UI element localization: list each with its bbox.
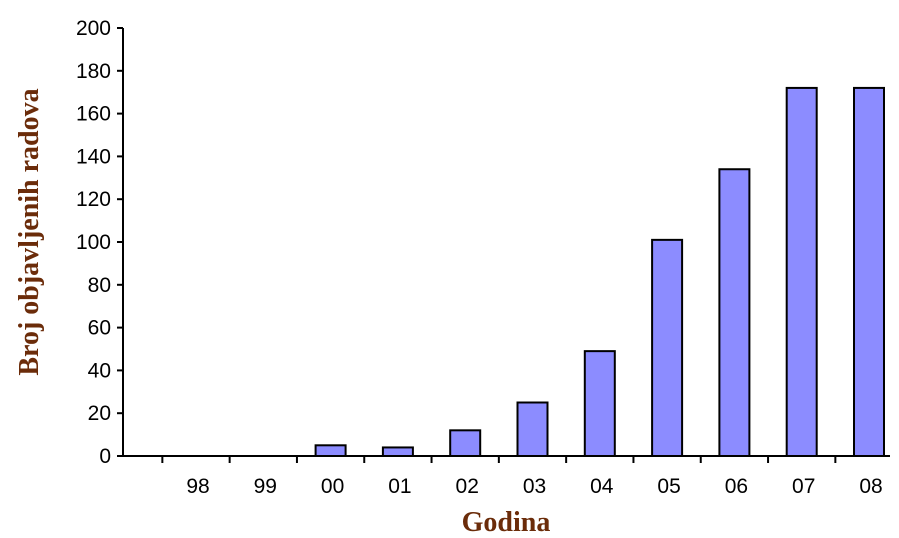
bar-06 — [718, 168, 751, 458]
y-tick-label: 200 — [76, 17, 111, 40]
x-tick-label: 06 — [725, 475, 748, 498]
x-tick-label: 01 — [388, 475, 411, 498]
y-axis-ticks: 0 20 40 60 80 100 120 140 160 180 200 — [76, 17, 123, 468]
x-tick-label: 05 — [657, 475, 680, 498]
y-tick-label: 160 — [76, 103, 111, 126]
x-tick-label: 98 — [186, 475, 209, 498]
x-axis-label: Godina — [462, 507, 551, 538]
x-tick-label: 08 — [859, 475, 882, 498]
x-tick-label: 03 — [523, 475, 546, 498]
bars — [314, 86, 885, 458]
bar-05 — [651, 238, 684, 457]
bar-00 — [314, 444, 347, 457]
x-axis-ticks: 98 99 00 01 02 03 04 05 06 07 08 — [161, 456, 883, 498]
bar-02 — [449, 429, 482, 458]
y-tick-label: 0 — [99, 445, 111, 468]
y-axis-label: Broj objavljenih radova — [14, 88, 45, 375]
y-tick-label: 60 — [88, 317, 111, 340]
x-tick-label: 00 — [321, 475, 344, 498]
y-tick-label: 80 — [88, 274, 111, 297]
x-tick-label: 99 — [254, 475, 277, 498]
y-tick-label: 180 — [76, 60, 111, 83]
bar-03 — [516, 401, 549, 457]
y-tick-label: 100 — [76, 231, 111, 254]
bar-08 — [853, 86, 885, 457]
x-tick-label: 07 — [792, 475, 815, 498]
x-tick-label: 04 — [590, 475, 614, 498]
x-tick-label: 02 — [456, 475, 479, 498]
y-tick-label: 120 — [76, 188, 111, 211]
y-tick-label: 40 — [88, 359, 111, 382]
y-tick-label: 20 — [88, 402, 111, 425]
bar-01 — [381, 446, 414, 458]
y-tick-label: 140 — [76, 145, 111, 168]
bar-04 — [583, 350, 616, 458]
bar-07 — [785, 86, 818, 457]
